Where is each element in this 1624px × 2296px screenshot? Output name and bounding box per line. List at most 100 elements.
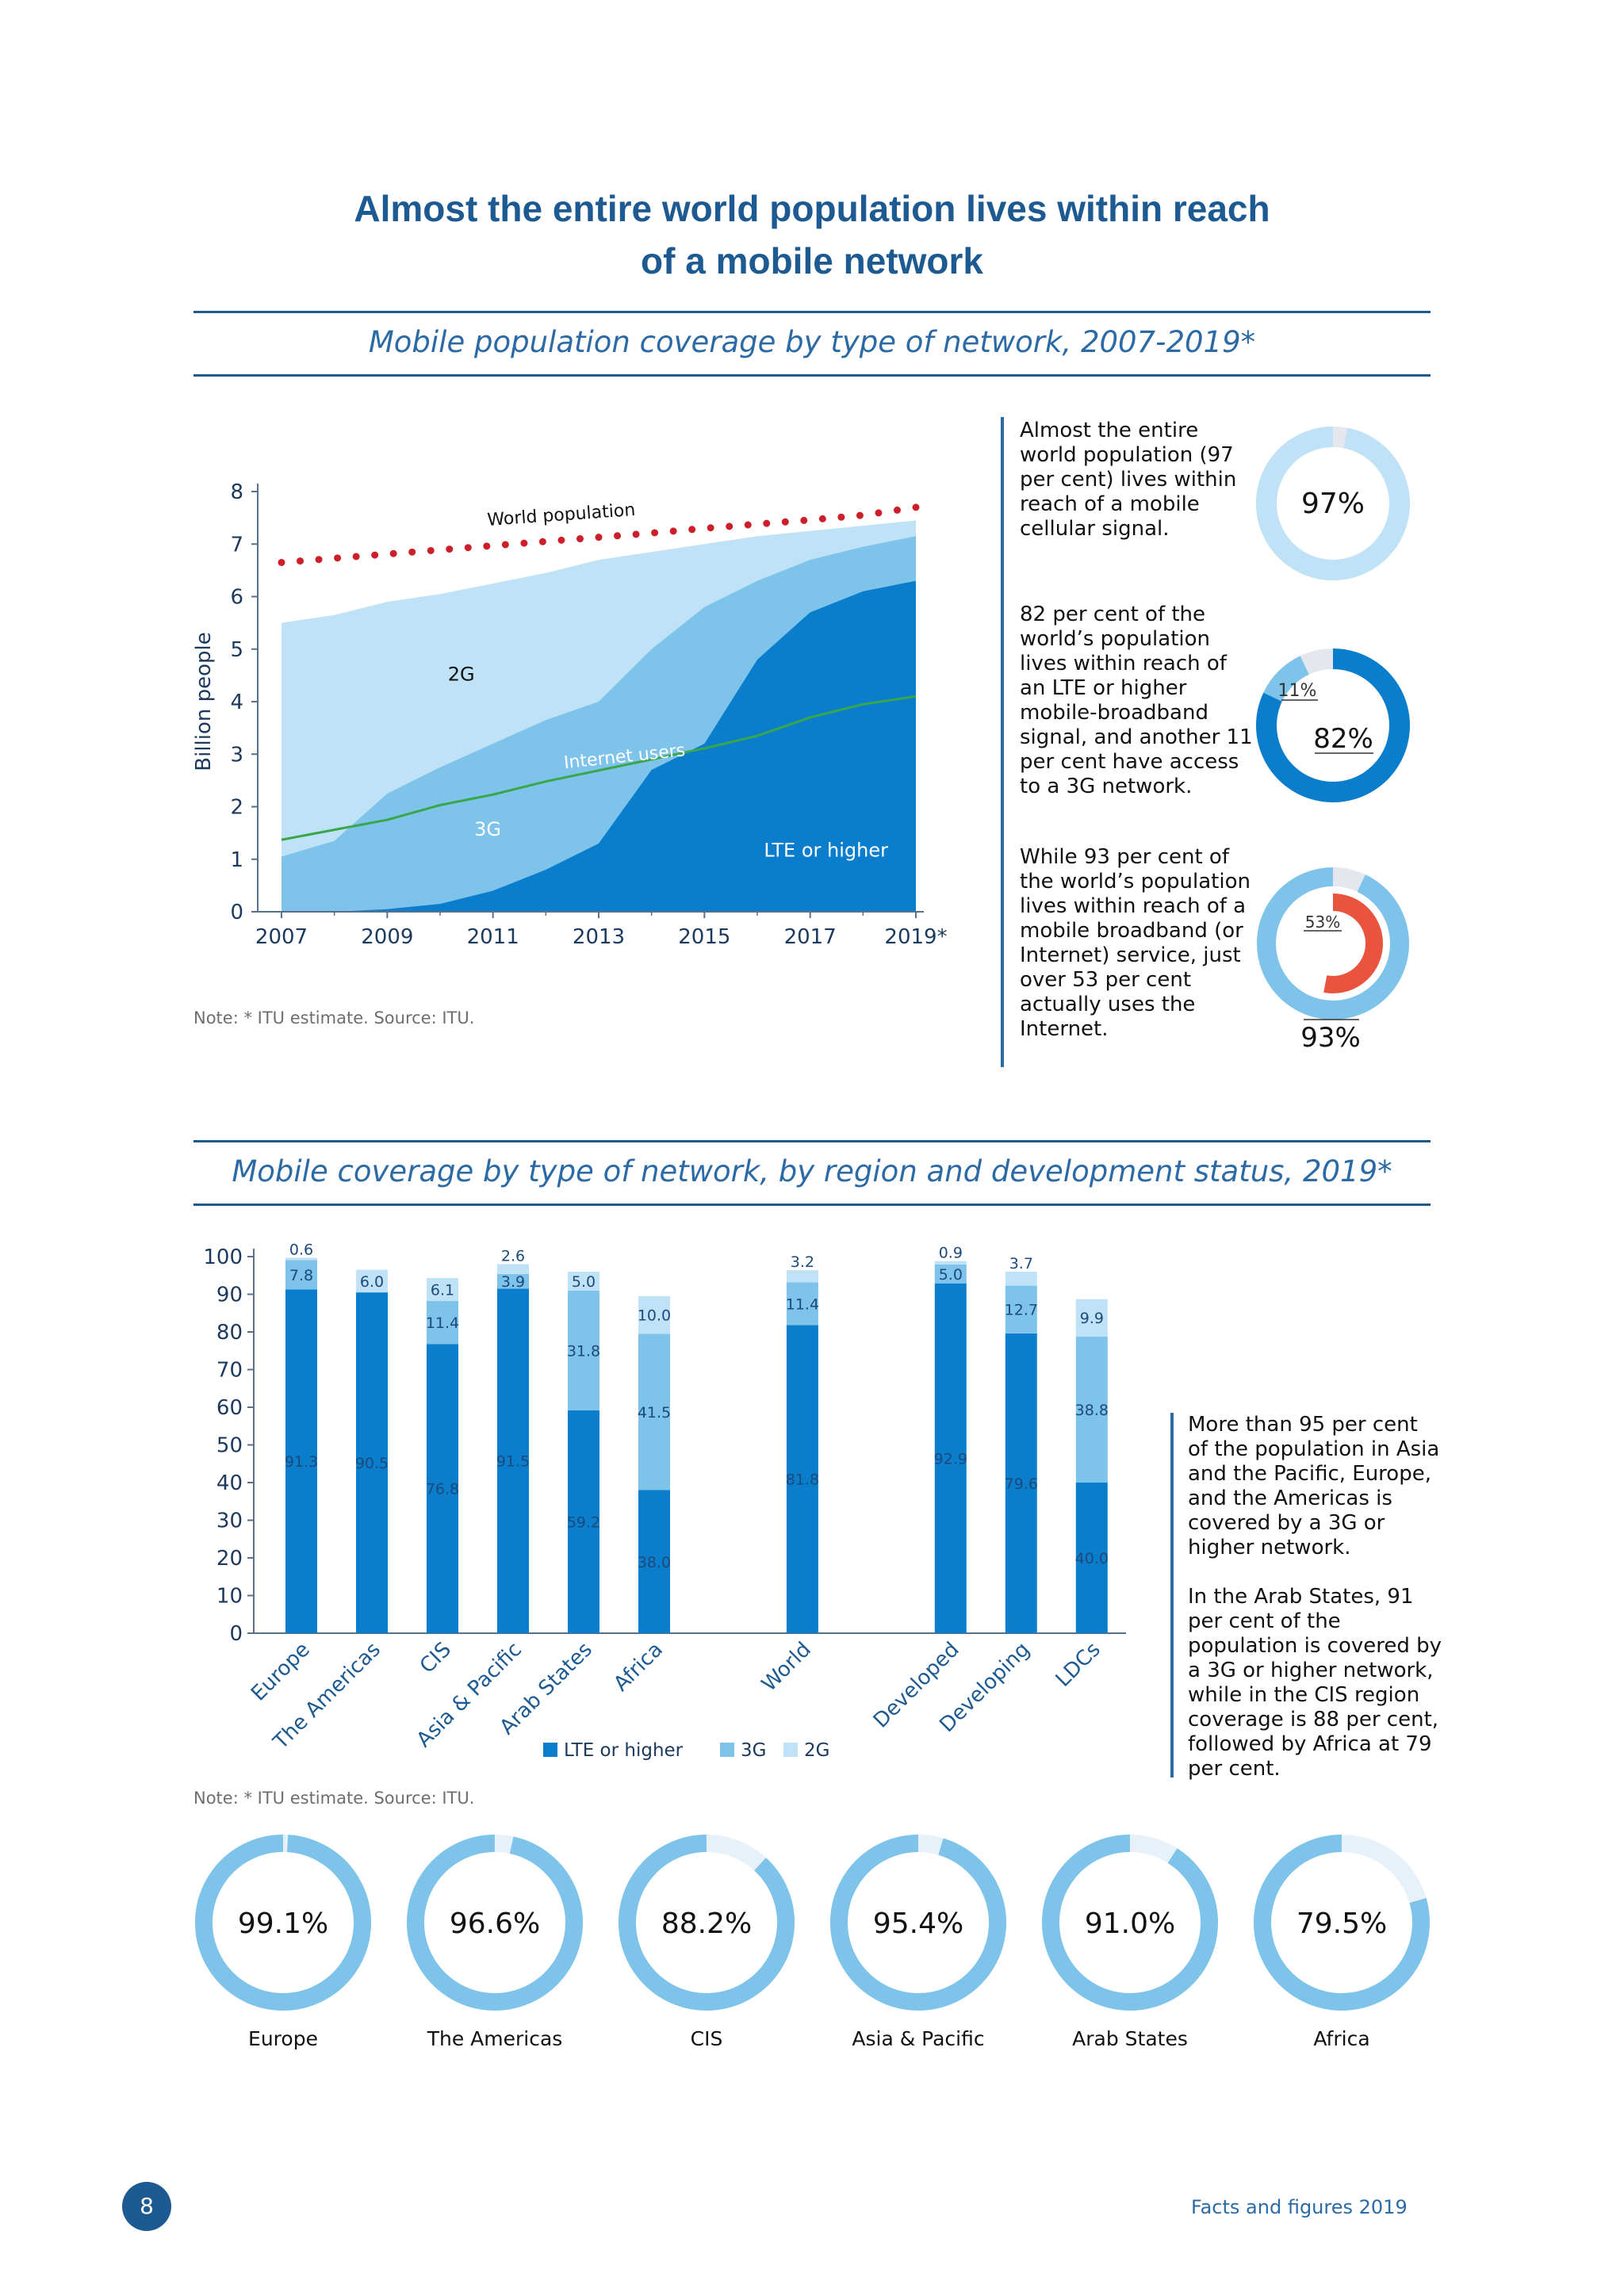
world-population-dot: [501, 541, 509, 549]
bar-label-3g: 11.4: [786, 1295, 819, 1313]
section1-bottom-rule: [193, 374, 1431, 377]
category-label: Africa: [609, 1638, 668, 1697]
section2-sidebar-rule: [1170, 1413, 1174, 1777]
section1-subtitle: Mobile population coverage by type of ne…: [368, 325, 1256, 359]
x-tick-label: 2013: [573, 925, 625, 949]
bar-segment-lte: [497, 1288, 529, 1633]
bar-segment-lte: [638, 1490, 670, 1633]
section1-note: Note: * ITU estimate. Source: ITU.: [193, 1008, 475, 1027]
page-title-line1: Almost the entire world population lives…: [354, 188, 1270, 229]
area-label-2g: 2G: [448, 664, 475, 686]
donut-3g-arc: [1263, 656, 1310, 702]
y-tick-label: 100: [203, 1246, 243, 1269]
world-population-label: World population: [487, 500, 636, 530]
bar-segment-2g: [285, 1257, 317, 1261]
callouts-sidebar-rule: [1001, 417, 1004, 1067]
bar-label-2g: 9.9: [1080, 1310, 1104, 1327]
legend-label-lte: LTE or higher: [564, 1740, 684, 1761]
world-population-dot: [464, 544, 472, 552]
world-population-dot: [856, 511, 864, 519]
y-tick-label: 7: [230, 533, 243, 557]
world-population-dot: [818, 515, 826, 522]
region-donut-value: 91.0%: [1085, 1908, 1175, 1940]
world-population-dot: [427, 546, 435, 554]
bar-label-2g: 3.2: [791, 1253, 814, 1271]
y-tick-label: 80: [216, 1321, 243, 1345]
world-population-dot: [278, 558, 285, 566]
world-population-dot: [912, 503, 920, 511]
region-donut-arc: [407, 1835, 583, 2011]
donut-53-label: 53%: [1305, 913, 1340, 932]
region-donut-label: Europe: [248, 2027, 318, 2050]
bar-label-3g: 12.7: [1005, 1302, 1038, 1319]
legend-swatch-lte: [543, 1743, 557, 1757]
bar-label-lte: 90.5: [355, 1455, 389, 1472]
y-tick-label: 2: [230, 796, 243, 820]
world-population-dot: [669, 527, 677, 535]
bar-label-2g: 0.9: [939, 1245, 963, 1262]
bar-segment-2g: [568, 1272, 599, 1291]
world-population-dot: [763, 519, 771, 527]
bar-label-lte: 81.8: [786, 1471, 819, 1489]
bar-segment-2g: [356, 1269, 388, 1293]
world-population-dot: [315, 556, 323, 564]
world-population-dot: [726, 522, 733, 530]
section2-note: Note: * ITU estimate. Source: ITU.: [193, 1789, 475, 1808]
legend-swatch-2g: [783, 1743, 798, 1757]
world-population-dot: [651, 529, 659, 537]
world-population-dot: [744, 521, 752, 529]
world-population-dot: [371, 551, 379, 559]
donut-internet-use-arc: [1323, 894, 1383, 993]
category-label: World: [757, 1638, 816, 1697]
bar-label-2g: 10.0: [638, 1307, 671, 1325]
bar-segment-3g: [285, 1260, 317, 1290]
y-tick-label: 1: [230, 848, 243, 872]
donut-lte-arc: [1256, 649, 1410, 802]
world-population-dot: [632, 530, 640, 538]
world-population-dot: [837, 513, 845, 521]
bar-label-2g: 3.7: [1009, 1255, 1033, 1272]
region-donut-value: 96.6%: [450, 1908, 540, 1940]
world-population-dot: [781, 518, 789, 526]
y-tick-label: 70: [216, 1359, 243, 1383]
bar-segment-3g: [638, 1334, 670, 1490]
region-donut-value: 88.2%: [661, 1908, 752, 1940]
donut-82-label: 82%: [1313, 723, 1373, 755]
section1-top-rule: [193, 311, 1431, 313]
region-donut-value: 95.4%: [873, 1908, 963, 1940]
bar-label-2g: 5.0: [572, 1273, 596, 1291]
area-label-lte: LTE or higher: [764, 839, 888, 861]
world-population-dot: [389, 549, 397, 557]
y-tick-label: 8: [230, 480, 243, 504]
x-tick-label: 2015: [678, 925, 730, 949]
region-donut-label: The Americas: [427, 2027, 563, 2050]
callout-lte-text: 82 per cent of the world’s population li…: [1020, 603, 1253, 798]
stacked-bar-chart: 0 10 20 30 40 50 60 70 80 90 100 91.3 7.8 0.6 Europe 90…: [203, 1241, 1126, 1761]
y-tick-label: 0: [229, 1622, 243, 1646]
x-tick-label: 2007: [255, 925, 308, 949]
region-donut-value: 99.1%: [238, 1908, 328, 1940]
donut-mobile-signal-arc: [1256, 427, 1410, 580]
bar-segment-lte: [356, 1292, 388, 1633]
region-donut-arc: [830, 1835, 1006, 2011]
world-population-dot: [520, 539, 528, 547]
x-tick-label: 2019*: [884, 925, 947, 949]
bar-segment-3g: [497, 1273, 529, 1289]
category-label: Europe: [247, 1638, 315, 1706]
bar-label-lte: 79.6: [1005, 1475, 1038, 1493]
footer-publication: Facts and figures 2019: [1191, 2196, 1408, 2218]
coverage-82-donut: 11% 82%: [1256, 649, 1410, 802]
donut-97-label: 97%: [1301, 488, 1365, 520]
page-title-line2: of a mobile network: [641, 240, 983, 281]
world-population-dot: [800, 516, 808, 524]
bar-segment-3g: [934, 1264, 967, 1284]
bar-segment-2g: [497, 1264, 529, 1274]
bar-segment-3g: [1005, 1285, 1037, 1334]
bar-segment-lte: [1075, 1483, 1108, 1633]
y-tick-label: 50: [216, 1434, 243, 1458]
world-population-dot: [538, 538, 546, 545]
donut-broadband-arc: [1257, 867, 1409, 1020]
y-tick-label: 90: [216, 1284, 243, 1307]
callout-internet-use-text: While 93 per cent of the world’s populat…: [1020, 845, 1251, 1041]
y-tick-label: 5: [230, 638, 243, 662]
